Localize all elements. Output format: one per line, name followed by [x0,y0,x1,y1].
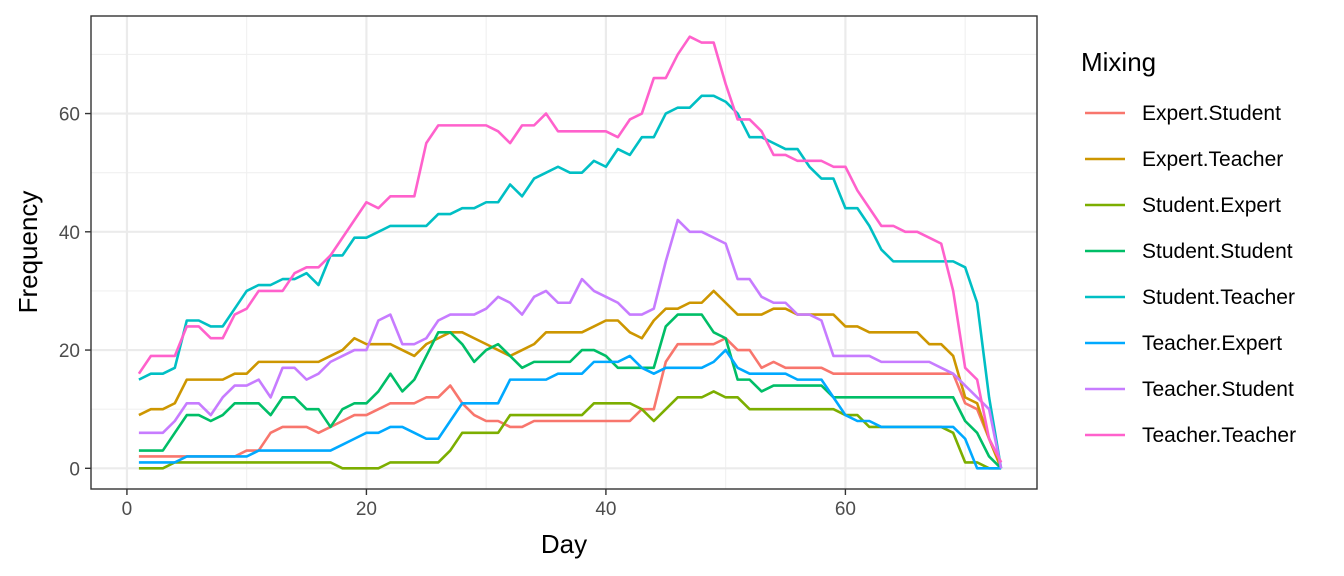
series-line-expert-teacher [138,289,1003,469]
legend-title: Mixing [1081,47,1156,77]
y-tick-label: 40 [59,223,80,244]
legend-label: Expert.Teacher [1142,148,1283,171]
y-tick-label: 20 [59,341,80,362]
x-tick-label: 0 [122,499,133,520]
x-tick-label: 20 [356,499,377,520]
x-axis-title: Day [541,529,587,559]
series-line-student-student [138,313,1002,470]
series-line-expert-student [138,336,1003,463]
legend-label: Expert.Student [1142,102,1281,125]
plot-border [90,15,1038,490]
series-line-teacher-expert [138,348,1002,470]
legend-label: Student.Teacher [1142,286,1295,309]
legend-label: Teacher.Student [1142,378,1294,401]
plot-panel [91,16,1037,489]
legend-label: Teacher.Teacher [1142,424,1296,447]
y-tick-label: 0 [69,459,80,480]
series-line-student-expert [138,390,1002,470]
legend-label: Student.Expert [1142,194,1281,217]
series-line-teacher-teacher [137,35,1003,463]
series-line-student-teacher [138,94,1003,469]
x-tick-label: 60 [835,499,856,520]
axes: 0 20 40 60 0 20 40 60 [59,105,856,520]
y-tick-label: 60 [59,105,80,126]
series-lines [137,35,1003,470]
y-axis-title: Frequency [13,191,43,314]
gridlines [91,16,1037,489]
legend-label: Teacher.Expert [1142,332,1282,355]
x-tick-label: 40 [595,499,616,520]
series-line-teacher-student [138,218,1003,469]
legend-label: Student.Student [1142,240,1293,263]
legend: Mixing Expert.Student Expert.Teacher Stude… [1081,47,1296,447]
